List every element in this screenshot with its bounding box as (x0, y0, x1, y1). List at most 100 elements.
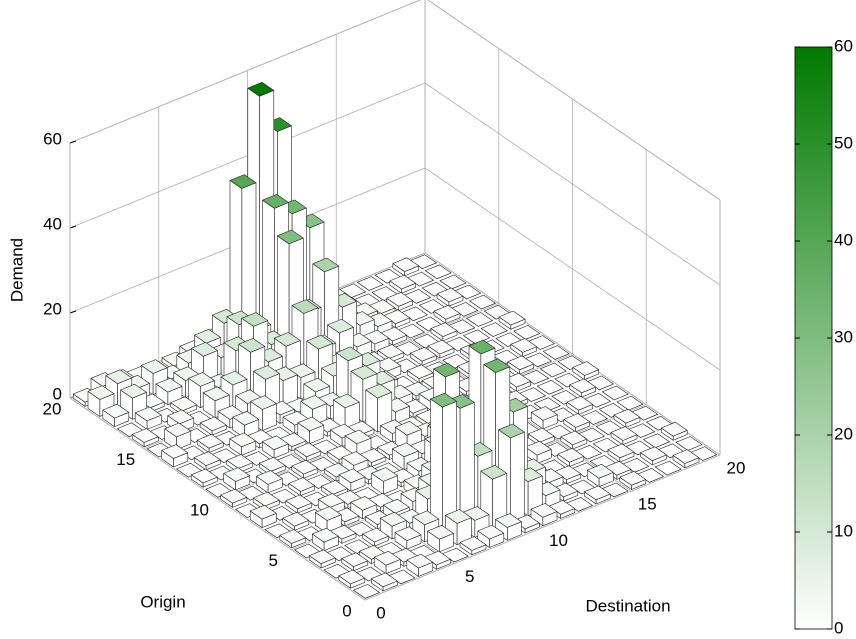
bar (356, 276, 384, 291)
bar (430, 392, 457, 535)
bar-top (616, 395, 644, 411)
bar (338, 569, 366, 589)
bar-top (436, 287, 464, 303)
bar-top (344, 429, 372, 445)
bar-top (220, 370, 248, 386)
bar-top (338, 569, 366, 585)
bar-top (480, 464, 508, 480)
bar-top (377, 344, 405, 359)
bar (373, 550, 401, 575)
colorbar-tick-label: 10 (834, 521, 853, 540)
bar-top (226, 454, 254, 469)
bar-top (255, 470, 283, 485)
bar-top (238, 338, 266, 353)
bar-top (261, 435, 289, 451)
y-tick-label: 10 (190, 500, 209, 519)
bar (353, 584, 380, 599)
bar (134, 406, 162, 430)
bar-top (188, 372, 215, 387)
bar-top (362, 527, 389, 543)
bar-top (220, 488, 248, 504)
bar (654, 460, 682, 476)
bar (430, 322, 458, 342)
y-axis-label: Origin (140, 592, 185, 611)
bar-top (386, 292, 414, 307)
bar (459, 536, 487, 556)
bar (282, 511, 310, 531)
bar-top (194, 328, 221, 344)
bar-top (430, 392, 457, 408)
bar (477, 524, 505, 548)
bar-top (229, 432, 257, 448)
bar (291, 459, 319, 479)
bar-top (300, 395, 328, 410)
bar-top (613, 408, 641, 424)
bar (507, 355, 535, 375)
bar-top (311, 527, 339, 543)
bar-top (427, 524, 454, 540)
bar-top (560, 430, 588, 446)
bar-top (586, 463, 614, 479)
bar (297, 416, 325, 445)
bar (572, 361, 600, 381)
z-tick-label: 40 (43, 214, 62, 233)
bar-top (273, 332, 301, 347)
y-tick-label: 15 (116, 450, 135, 469)
bar (466, 312, 493, 327)
bar-top (513, 325, 541, 340)
bar (563, 413, 591, 433)
z-tick-label: 20 (43, 299, 62, 318)
bar (619, 471, 647, 490)
bar-top (466, 312, 493, 327)
bar-top (643, 433, 670, 448)
bar-top (247, 82, 275, 97)
bar-top (155, 377, 183, 393)
bar (469, 294, 496, 310)
bar-top (312, 257, 340, 273)
colorbar-tick-label: 0 (834, 618, 843, 637)
bar-top (412, 510, 440, 526)
bar-top (536, 379, 564, 395)
bar-top (350, 496, 378, 511)
bar (542, 345, 570, 360)
bar (394, 526, 422, 550)
bar-top (297, 416, 325, 432)
bar-top (303, 377, 331, 393)
bar (249, 504, 277, 528)
bar-top (291, 459, 319, 475)
x-tick-label: 20 (727, 458, 746, 477)
bar (436, 287, 464, 307)
bar-top (498, 423, 525, 439)
bar-top (533, 397, 561, 412)
bar (613, 408, 641, 428)
bar-top (335, 346, 363, 362)
bar-top (258, 457, 286, 472)
bar-top (444, 509, 472, 524)
bar (308, 549, 336, 569)
bar (566, 395, 594, 415)
bar-top (341, 552, 369, 567)
bar (513, 325, 541, 340)
colorbar-tick-label: 60 (834, 36, 853, 55)
bar-top (191, 342, 218, 357)
bar (261, 435, 289, 459)
bar (586, 463, 614, 488)
bar-top (365, 383, 393, 399)
bar (601, 385, 629, 401)
bar-top (406, 364, 434, 379)
colorbar-tick-label: 40 (834, 230, 853, 249)
bar (675, 436, 703, 451)
bar (524, 440, 552, 464)
x-tick-label: 15 (638, 495, 657, 514)
bar-top (252, 491, 280, 507)
bar-side (509, 431, 525, 524)
bar (444, 509, 472, 546)
bar (660, 421, 688, 441)
bar-top (102, 403, 130, 419)
bar-top (223, 467, 251, 482)
bar (424, 264, 452, 280)
bar-top (542, 345, 570, 360)
bar-top (288, 477, 316, 492)
bar-top (530, 503, 558, 518)
bar-top (373, 550, 401, 566)
